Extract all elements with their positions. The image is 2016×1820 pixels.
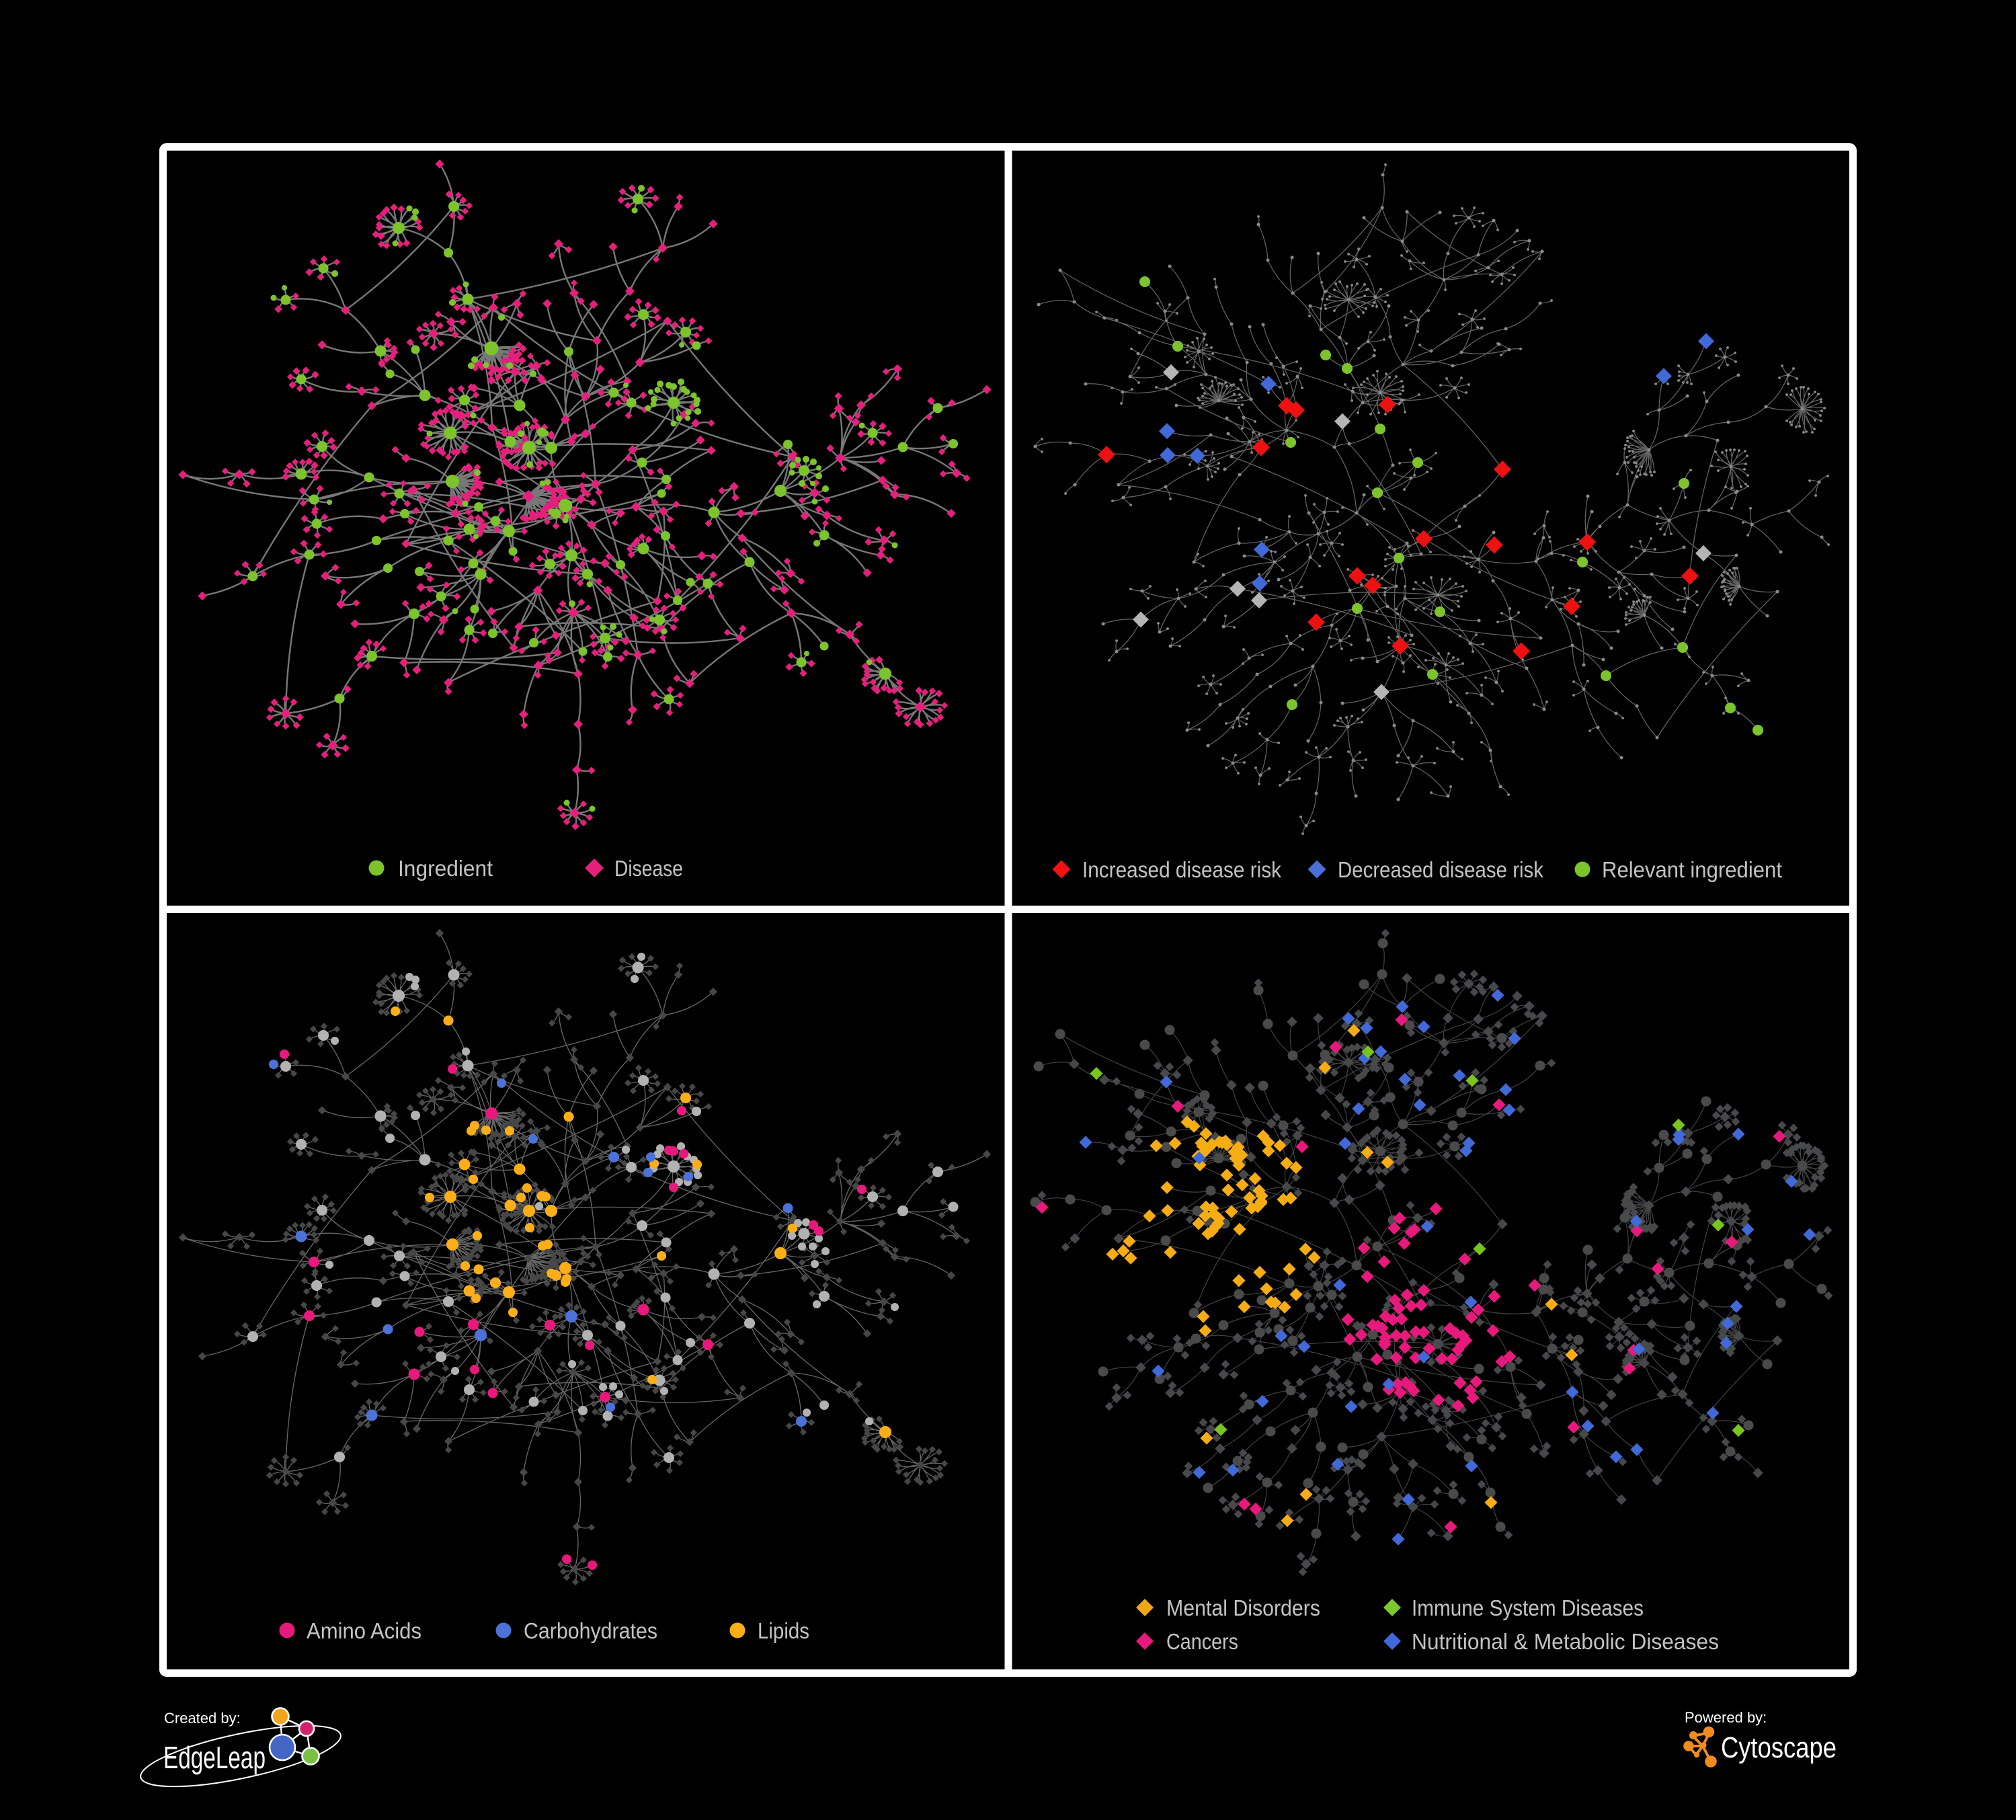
svg-text:Increased disease risk: Increased disease risk <box>1082 857 1281 882</box>
svg-text:Relevant ingredient: Relevant ingredient <box>1602 857 1782 882</box>
svg-text:Decreased disease risk: Decreased disease risk <box>1338 857 1543 882</box>
svg-text:Created by:: Created by: <box>164 1710 241 1727</box>
svg-text:Immune System Diseases: Immune System Diseases <box>1412 1595 1644 1620</box>
svg-text:Mental Disorders: Mental Disorders <box>1166 1595 1320 1620</box>
svg-text:Ingredient: Ingredient <box>398 856 493 881</box>
svg-text:Lipids: Lipids <box>758 1618 809 1643</box>
svg-text:Carbohydrates: Carbohydrates <box>524 1618 657 1643</box>
svg-text:Cytoscape: Cytoscape <box>1721 1731 1837 1764</box>
svg-text:Amino Acids: Amino Acids <box>307 1618 421 1643</box>
svg-text:Cancers: Cancers <box>1166 1629 1238 1654</box>
svg-text:Disease: Disease <box>614 856 683 881</box>
svg-text:Powered by:: Powered by: <box>1685 1709 1767 1726</box>
svg-text:Nutritional & Metabolic Diseas: Nutritional & Metabolic Diseases <box>1412 1629 1719 1654</box>
svg-text:EdgeLeap: EdgeLeap <box>163 1740 266 1775</box>
